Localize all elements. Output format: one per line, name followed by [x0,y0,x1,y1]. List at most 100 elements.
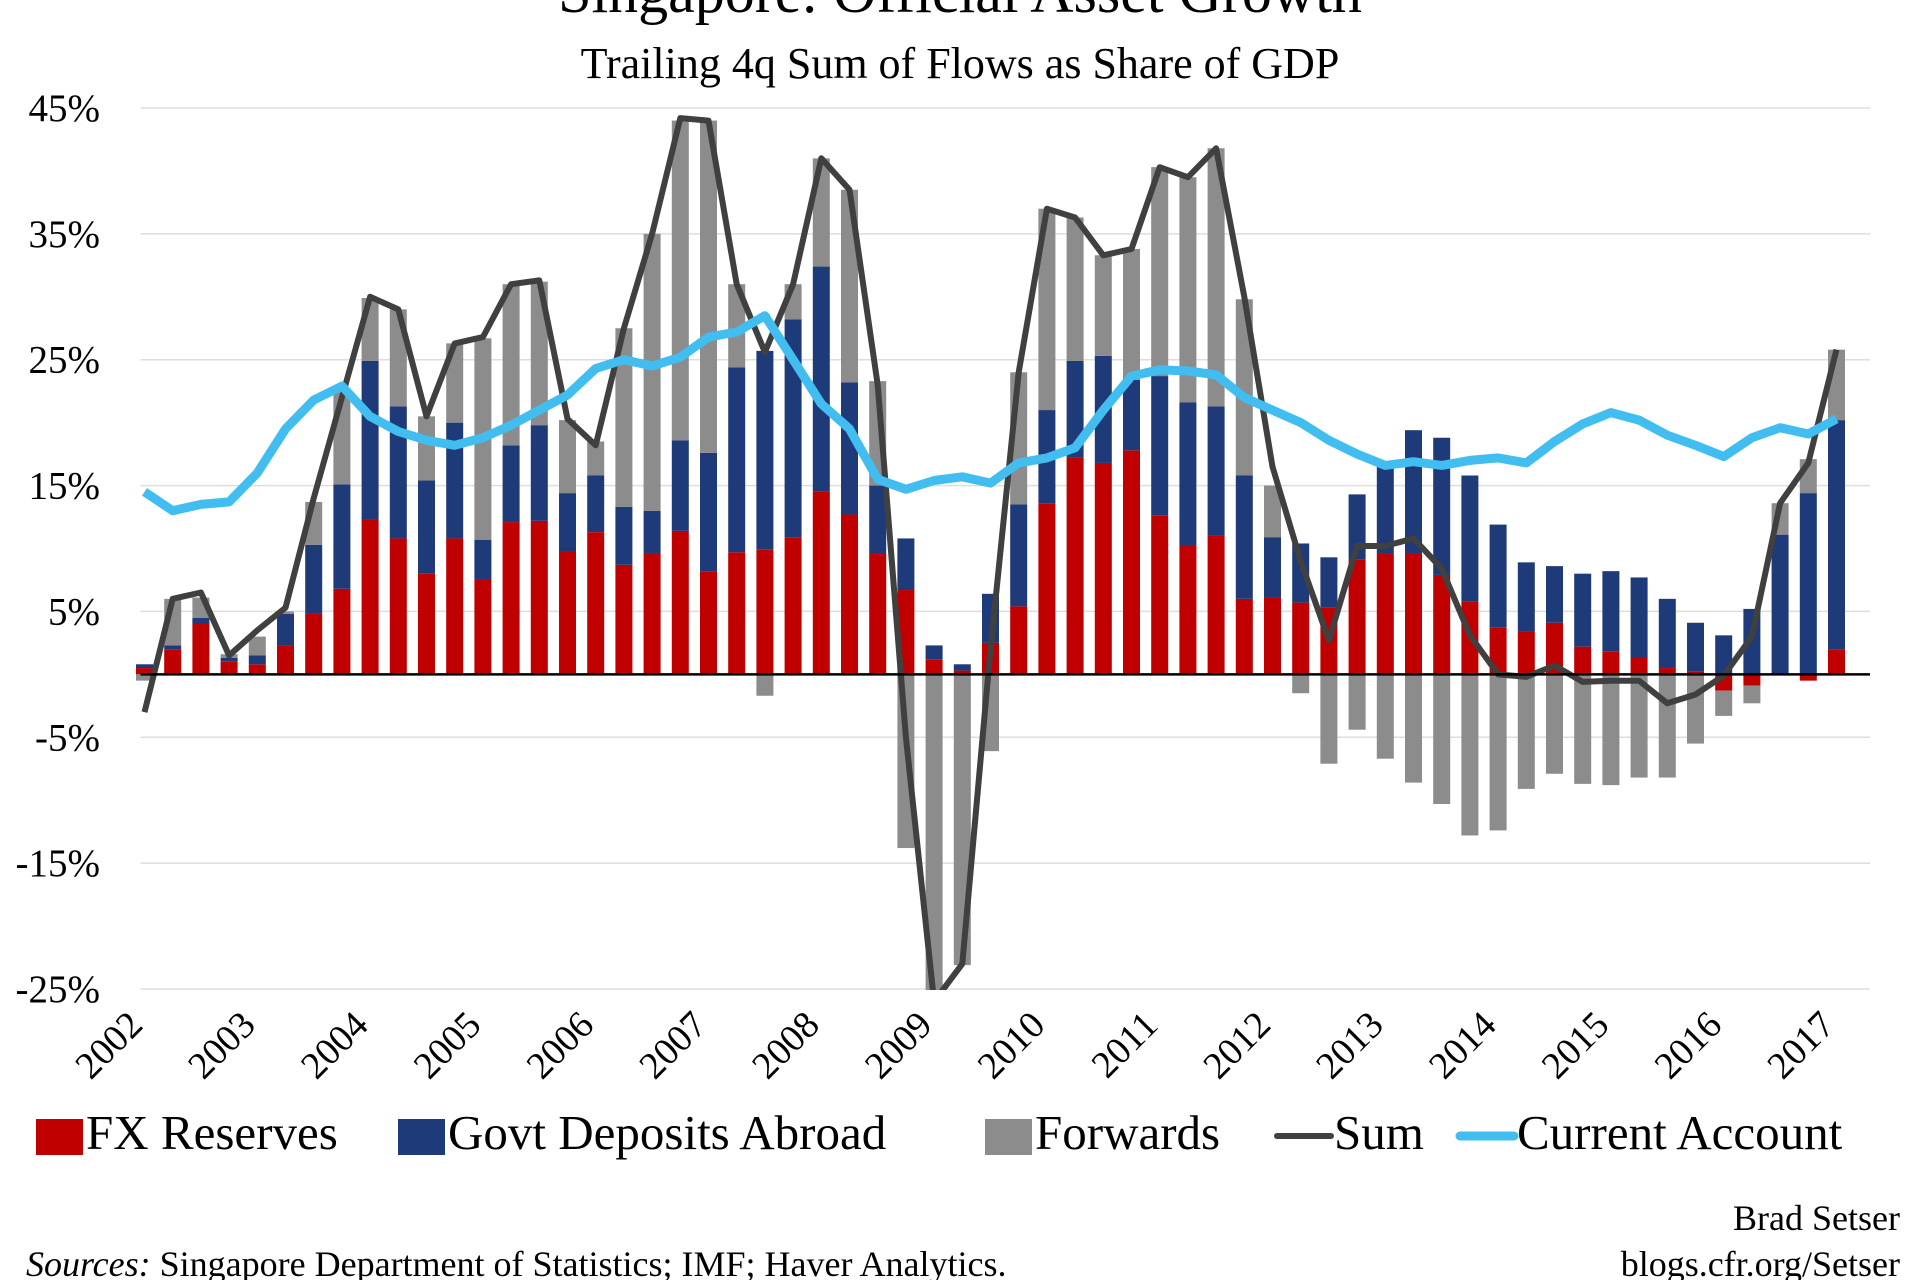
bar [671,440,689,531]
bar [136,664,153,669]
data-layer [136,115,1845,990]
bar [530,520,548,675]
bar [1489,627,1507,675]
bar [643,510,661,554]
bar [615,328,633,507]
bar [1630,674,1648,778]
bar [643,233,661,511]
bar [277,611,294,614]
bar [615,564,633,675]
bar [1517,631,1535,675]
bar [1461,475,1479,602]
bar [418,480,435,574]
bar [1010,606,1028,675]
bar [1405,430,1422,554]
chart-title: Singapore: Official Asset Growth [558,0,1362,25]
x-tick-label: 2017 [1759,1004,1842,1087]
bar [1602,651,1620,675]
bar [1658,598,1676,669]
bar [1405,674,1422,783]
bar [1348,559,1366,675]
bar [953,670,971,675]
bar [1799,674,1817,681]
bar [1292,674,1310,694]
bar [1235,598,1253,675]
bar [248,664,266,675]
x-tick-label: 2008 [744,1004,827,1087]
bar [925,659,943,675]
bar [1123,248,1140,380]
bar [305,544,323,614]
bar [1179,177,1197,403]
bar [1602,674,1620,786]
legend-item: Forwards [985,1105,1220,1160]
bar [756,549,774,675]
bar [389,538,407,675]
bar [1376,674,1394,759]
plot-area: -25% -15% -5% 5% 15% 25% 35% 45% 2002 2003 2004 200… [16,87,1870,1087]
bar [1207,535,1225,675]
bar [1630,657,1648,675]
bar [1010,504,1028,607]
bar [756,350,774,550]
bar [1602,571,1620,652]
y-tick-label: 25% [29,339,101,382]
legend-label: Forwards [1035,1105,1220,1160]
source: Sources: Singapore Department of Statist… [26,1244,1006,1280]
bar [756,674,774,696]
bar [1123,379,1140,451]
bar [1828,420,1845,650]
bar [1066,217,1084,361]
bar [136,674,153,681]
bar [474,539,492,580]
bar [1292,602,1310,675]
bar [1151,167,1169,377]
bar [671,530,689,675]
bar [587,441,605,476]
bar [1376,553,1394,675]
bar [220,661,238,675]
bar [1320,557,1338,608]
bar [1433,674,1451,804]
bar [305,613,323,675]
bar [1376,466,1394,554]
bar [812,491,830,675]
bar [530,281,548,426]
bar [1658,674,1676,778]
bar [502,522,520,675]
bar [1658,668,1676,675]
bar [1715,690,1733,716]
bar [1630,577,1648,658]
bar [192,617,210,625]
bar [643,553,661,675]
x-tick-label: 2005 [406,1004,489,1087]
bar [1405,553,1422,675]
bar [1743,674,1761,686]
bar [1038,208,1056,411]
bar [728,367,746,553]
bar [446,343,464,423]
bar [164,649,182,675]
bar [615,506,633,565]
y-tick-label: 15% [29,465,101,508]
bar [277,613,294,646]
bar [1461,674,1479,836]
bar [1574,646,1592,675]
bar [192,624,210,675]
bar [474,579,492,675]
x-tick-label: 2014 [1421,1004,1504,1087]
x-tick-label: 2012 [1195,1004,1278,1087]
bar [1264,537,1281,598]
legend-label: Current Account [1517,1105,1843,1160]
bar [1687,671,1704,675]
bar [418,573,435,675]
bar [333,588,351,675]
bar [897,538,915,591]
x-tick-label: 2006 [519,1004,602,1087]
x-tick-label: 2011 [1084,1004,1166,1086]
bar [1179,402,1197,546]
bar [587,475,605,533]
bar [1292,543,1310,603]
legend-label: Sum [1334,1105,1424,1160]
bar [389,406,407,539]
